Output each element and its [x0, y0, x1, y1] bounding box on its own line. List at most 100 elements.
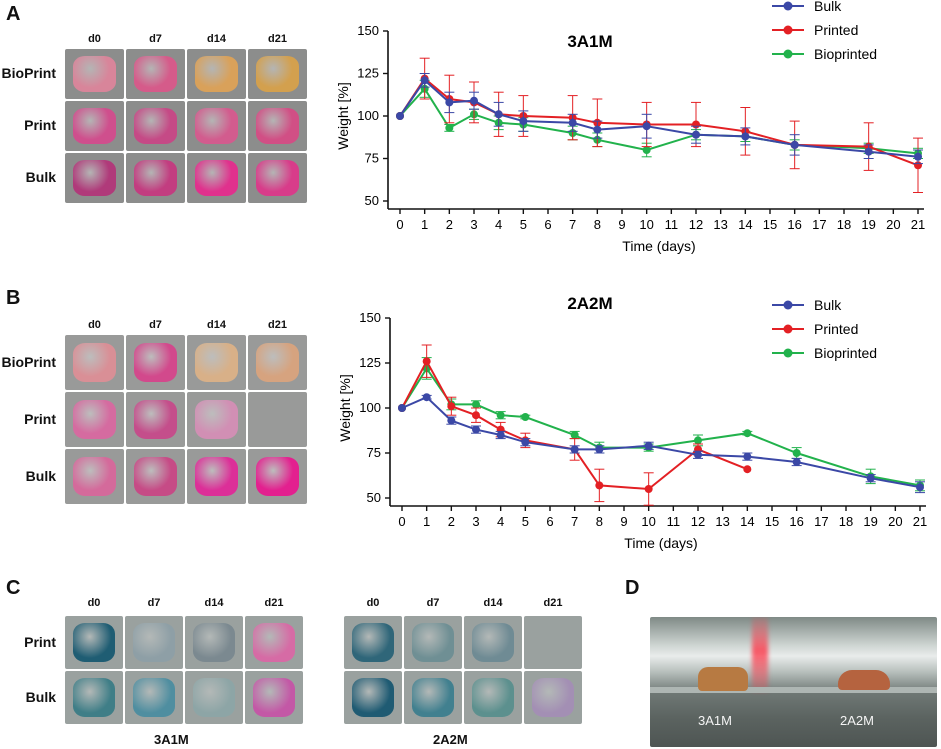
photo-grid-a: d0 d7 d14 d21 BioPrint Print Bulk [0, 30, 310, 220]
hydrogel-sample [133, 623, 175, 662]
x-tick-label: 20 [888, 514, 902, 529]
legend-marker-bioprinted [783, 348, 793, 358]
x-tick-label: 7 [569, 217, 576, 232]
sample-photo [65, 392, 124, 447]
data-point-bioprinted [445, 123, 454, 132]
hydrogel-sample [256, 160, 299, 196]
data-point-bulk [420, 76, 429, 85]
x-tick-label: 3 [472, 514, 479, 529]
x-tick-label: 9 [618, 217, 625, 232]
x-tick-label: 12 [691, 514, 705, 529]
column-header-d14: d14 [483, 597, 503, 609]
hydrogel-sample [134, 160, 177, 196]
sample-photo [248, 153, 307, 203]
label-2a2m: 2A2M [840, 713, 874, 728]
column-header-d21: d21 [264, 597, 284, 609]
hydrogel-sample [256, 456, 299, 497]
sample-photo [248, 392, 307, 447]
hydrogel-sample [193, 623, 235, 662]
hydrogel-sample [195, 342, 238, 383]
x-tick-label: 19 [863, 514, 877, 529]
x-tick-label: 1 [423, 514, 430, 529]
hydrogel-sample [253, 623, 295, 662]
data-point-bulk [692, 130, 700, 139]
sample-photo [464, 671, 522, 724]
photo-laser-profile: 3A1M 2A2M [650, 617, 937, 747]
x-axis-label: Time (days) [624, 535, 697, 551]
hydrogel-sample [73, 160, 116, 196]
sample-photo [185, 671, 243, 724]
data-point-bulk [521, 438, 530, 447]
x-tick-label: 14 [740, 514, 754, 529]
data-point-bulk [472, 425, 480, 434]
hydrogel-sample [352, 678, 394, 717]
data-point-bioprinted [496, 411, 505, 420]
x-tick-label: 11 [665, 217, 679, 232]
data-point-bulk [790, 140, 799, 149]
y-tick-label: 50 [365, 193, 379, 208]
hydrogel-sample [134, 456, 177, 497]
series-line-printed [401, 359, 748, 491]
y-tick-label: 75 [367, 445, 381, 460]
x-tick-label: 4 [497, 514, 504, 529]
x-tick-label: 13 [715, 514, 729, 529]
hydrogel-sample [73, 678, 115, 717]
sample-photo [65, 49, 124, 99]
series-line-bulk [399, 78, 919, 158]
x-tick-label: 11 [667, 514, 681, 529]
data-point-printed [447, 402, 456, 411]
sample-photo [126, 392, 185, 447]
x-tick-label: 6 [544, 217, 551, 232]
x-tick-label: 3 [470, 217, 477, 232]
sample-photo [65, 671, 123, 724]
x-tick-label: 13 [713, 217, 727, 232]
sample-photo [125, 616, 183, 669]
hydrogel-sample [412, 623, 454, 662]
row-header-bulk: Bulk [25, 169, 56, 185]
legend-marker-bulk [783, 300, 793, 310]
legend-label-bioprinted: Bioprinted [814, 345, 877, 361]
data-point-bulk [593, 125, 602, 134]
y-tick-label: 75 [365, 151, 379, 166]
series-line-printed [399, 77, 919, 167]
column-header-d21: d21 [543, 597, 563, 609]
hydrogel-sample [134, 108, 177, 144]
x-tick-label: 2 [448, 514, 455, 529]
chart-title: 3A1M [567, 32, 612, 51]
data-point-bioprinted [642, 146, 651, 154]
hydrogel-sample [73, 56, 116, 92]
hydrogel-sample [73, 399, 116, 440]
data-point-printed [595, 481, 604, 490]
sample-photo [248, 335, 307, 390]
photo-grid-b: d0 d7 d14 d21 BioPrint Print Bulk [0, 316, 310, 506]
row-header-print: Print [24, 410, 56, 427]
data-point-bulk [595, 445, 604, 454]
data-point-bulk [914, 152, 922, 161]
x-tick-label: 16 [787, 217, 801, 232]
x-tick-label: 0 [398, 514, 405, 529]
legend-marker-bulk [783, 1, 793, 11]
sample-photo [65, 616, 123, 669]
sample-photo [187, 392, 246, 447]
sample-drop-3a1m [698, 667, 748, 691]
sample-photo [187, 153, 246, 203]
data-point-bulk [519, 117, 528, 126]
x-tick-label: 10 [639, 217, 653, 232]
hydrogel-sample [472, 678, 514, 717]
column-header-d0: d0 [366, 597, 380, 609]
hydrogel-sample [256, 108, 299, 144]
data-point-printed [743, 465, 752, 474]
data-point-bioprinted [792, 449, 801, 457]
data-point-bioprinted [521, 413, 530, 421]
x-tick-label: 5 [522, 514, 529, 529]
hydrogel-sample [134, 56, 177, 92]
data-point-bulk [568, 118, 577, 127]
sample-photo [187, 335, 246, 390]
legend-marker-printed [783, 25, 793, 35]
laser-beam [752, 617, 768, 692]
column-header-d7: d7 [147, 597, 161, 609]
data-point-bulk [445, 98, 454, 107]
x-tick-label: 18 [839, 514, 853, 529]
column-header-d7: d7 [149, 319, 162, 331]
